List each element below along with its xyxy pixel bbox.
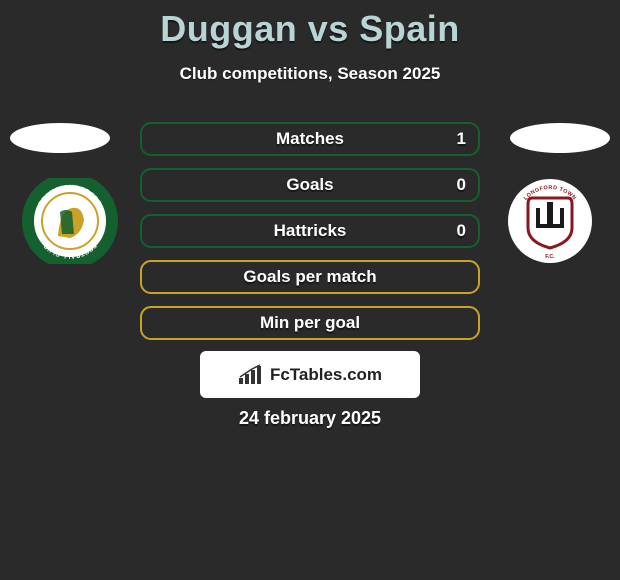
branding-badge: FcTables.com bbox=[200, 351, 420, 398]
comparison-rows: Matches 1 Goals 0 Hattricks 0 Goals per … bbox=[140, 122, 480, 352]
right-team-crest: LONGFORD TOWN F.C. bbox=[500, 178, 600, 264]
row-label: Goals per match bbox=[243, 267, 376, 287]
page-title: Duggan vs Spain bbox=[0, 0, 620, 50]
chart-icon bbox=[238, 364, 264, 386]
row-value-right: 0 bbox=[457, 175, 466, 195]
row-label: Matches bbox=[276, 129, 344, 149]
row-hattricks: Hattricks 0 bbox=[140, 214, 480, 248]
left-player-ellipse bbox=[10, 123, 110, 153]
row-value-right: 0 bbox=[457, 221, 466, 241]
branding-text: FcTables.com bbox=[270, 365, 382, 385]
left-team-crest: BRAY WANDERERS FOOTBALL CLUB bbox=[20, 178, 120, 264]
row-matches: Matches 1 bbox=[140, 122, 480, 156]
row-goals-per-match: Goals per match bbox=[140, 260, 480, 294]
row-label: Hattricks bbox=[274, 221, 347, 241]
right-player-ellipse bbox=[510, 123, 610, 153]
svg-text:F.C.: F.C. bbox=[545, 254, 555, 260]
subtitle: Club competitions, Season 2025 bbox=[0, 64, 620, 84]
row-goals: Goals 0 bbox=[140, 168, 480, 202]
row-label: Min per goal bbox=[260, 313, 360, 333]
date-text: 24 february 2025 bbox=[0, 408, 620, 429]
row-value-right: 1 bbox=[457, 129, 466, 149]
row-min-per-goal: Min per goal bbox=[140, 306, 480, 340]
row-label: Goals bbox=[286, 175, 333, 195]
